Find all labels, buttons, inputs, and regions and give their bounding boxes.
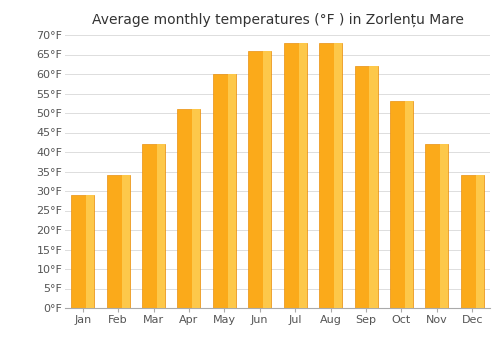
Bar [405, 101, 413, 308]
Bar [354, 66, 378, 308]
Bar [178, 109, 201, 308]
Bar [319, 43, 342, 308]
Bar [426, 144, 448, 308]
Bar [192, 109, 200, 308]
Bar [298, 43, 306, 308]
Bar [284, 43, 306, 308]
Title: Average monthly temperatures (°F ) in Zorlențu Mare: Average monthly temperatures (°F ) in Zo… [92, 13, 464, 27]
Bar [86, 195, 94, 308]
Bar [263, 51, 272, 308]
Bar [71, 195, 94, 308]
Bar [370, 66, 378, 308]
Bar [440, 144, 448, 308]
Bar [213, 74, 236, 308]
Bar [334, 43, 342, 308]
Bar [142, 144, 165, 308]
Bar [228, 74, 236, 308]
Bar [476, 175, 484, 308]
Bar [106, 175, 130, 308]
Bar [157, 144, 165, 308]
Bar [248, 51, 272, 308]
Bar [390, 101, 413, 308]
Bar [461, 175, 484, 308]
Bar [122, 175, 130, 308]
